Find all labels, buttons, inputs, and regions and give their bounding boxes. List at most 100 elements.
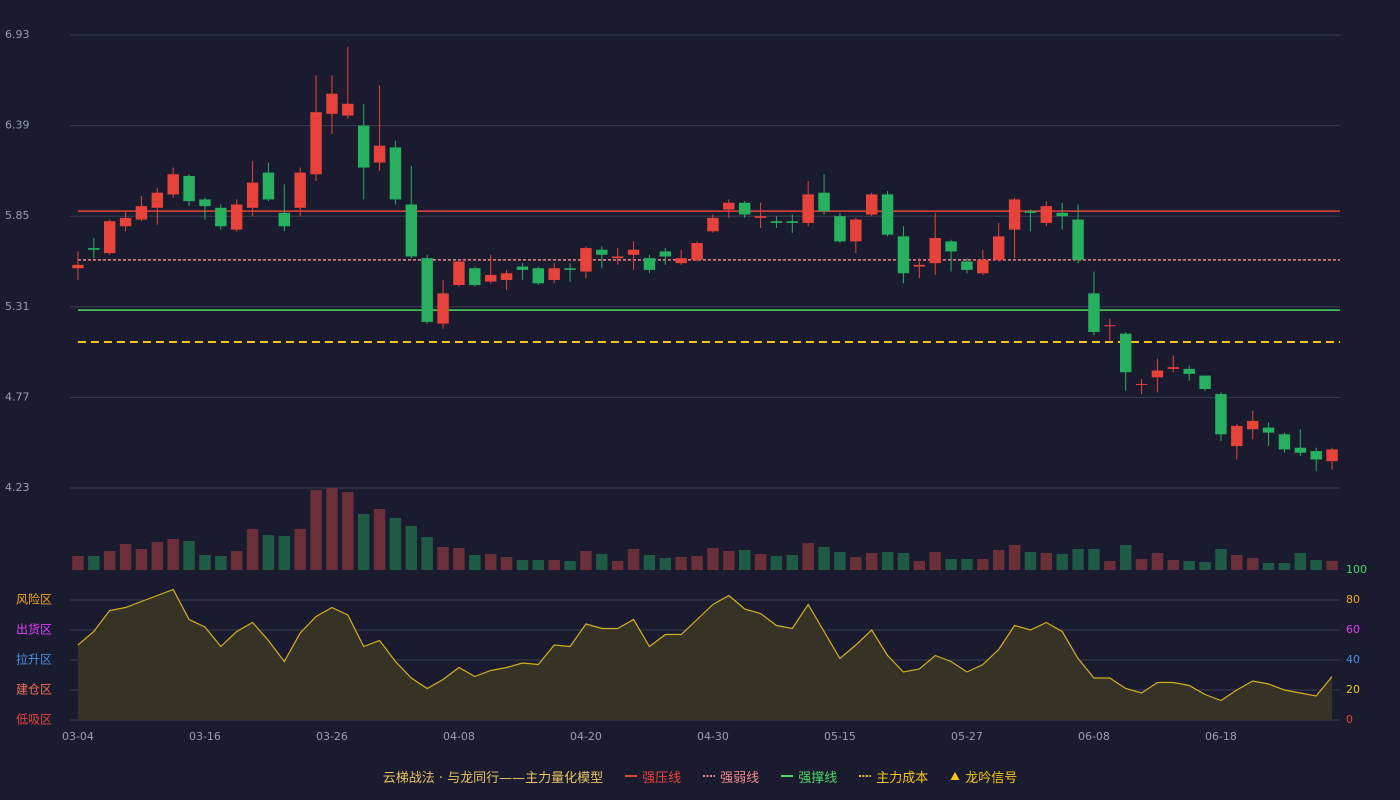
candle-body [1326,449,1338,462]
candle-body [262,172,275,200]
volume-bar [754,554,767,570]
volume-bar [199,555,211,570]
volume-bar [992,550,1005,570]
volume-bar [294,529,306,570]
candle-body [580,248,592,272]
volume-bar [183,541,195,570]
candle-body [818,192,830,212]
x-tick-label: 04-30 [697,730,729,743]
candle-body [167,174,179,195]
candle-body [1151,370,1164,378]
candle-body [437,293,449,324]
candle-body [977,259,989,274]
volume-bar [643,555,656,570]
candle-body [723,202,735,210]
volume-bar [1119,545,1132,570]
volume-bar [580,551,592,570]
candle-body [834,216,846,242]
candle-body [310,112,322,175]
candle-body [389,147,402,200]
volume-bar [373,509,386,570]
volume-bar [977,559,989,570]
volume-bar [1215,549,1227,570]
volume-bar [627,549,640,570]
y2-tick-label: 20 [1346,683,1360,696]
legend-swatch [859,775,872,777]
candle-body [754,216,767,218]
y-tick-label: 6.93 [5,28,30,41]
legend-text: 强压线 [642,770,682,786]
volume-bar [484,554,497,570]
candle-body [627,249,640,255]
volume-bar [786,555,799,570]
volume-bar [897,553,910,570]
volume-bar [1326,561,1338,570]
candle-body [929,238,941,264]
x-tick-label: 05-15 [824,730,856,743]
candle-body [88,248,100,250]
candle-body [945,241,957,252]
candle-body [643,258,656,270]
volume-bar [342,492,354,570]
candle-body [183,175,195,202]
candle-body [659,251,672,257]
candle-body [215,207,227,227]
zone-label: 出货区 [16,622,52,637]
volume-bar [437,547,449,570]
volume-bar [1104,561,1116,570]
legend-text: 强撑线 [798,770,838,786]
volume-bar [707,548,719,570]
candle-body [738,202,751,215]
x-tick-label: 04-08 [443,730,475,743]
candle-body [278,212,291,227]
volume-bar [659,558,672,570]
volume-bar [818,547,830,570]
candle-body [151,192,164,208]
x-tick-label: 04-20 [570,730,602,743]
y2-tick-label: 60 [1346,623,1360,636]
volume-bar [1246,558,1259,570]
volume-bar [500,557,513,570]
legend-text: 强弱线 [720,770,760,786]
candle-body [1135,383,1148,385]
zone-label: 低吸区 [16,713,52,727]
volume-bar [1040,553,1053,570]
candle-body [1119,333,1132,373]
volume-bar [1310,560,1322,570]
volume-bar [564,561,576,570]
volume-bar [929,552,941,570]
volume-bar [1199,562,1211,570]
y-tick-label: 5.85 [5,209,30,222]
candle-body [516,266,529,270]
candle-body [1008,199,1021,230]
candle-body [72,264,84,269]
volume-bar [516,560,529,570]
volume-bar [1072,549,1084,570]
volume-bar [1278,563,1291,570]
candle-body [897,236,910,274]
candle-body [802,194,814,223]
legend-text: 龙吟信号 [965,770,1018,786]
legend-item: 龙吟信号 [950,767,1017,786]
candle-body [469,268,481,285]
volume-bar [278,536,291,570]
candle-body [913,264,926,267]
indicator-line [77,588,1333,702]
volume-bar [945,559,957,570]
volume-bar [834,552,846,570]
x-tick-label: 06-08 [1078,730,1110,743]
volume-bar [961,559,973,570]
volume-bar [532,560,545,570]
volume-bar [850,557,862,570]
volume-bar [913,561,926,570]
candle-body [881,194,894,235]
candle-body [373,145,386,163]
candle-body [230,204,243,230]
indicator-area [77,589,1333,720]
volume-bar [167,539,179,570]
legend-swatch [625,775,638,777]
candle-body [1215,394,1227,435]
candle-body [564,268,576,270]
legend-swatch [703,775,716,777]
volume-bar [357,514,370,570]
